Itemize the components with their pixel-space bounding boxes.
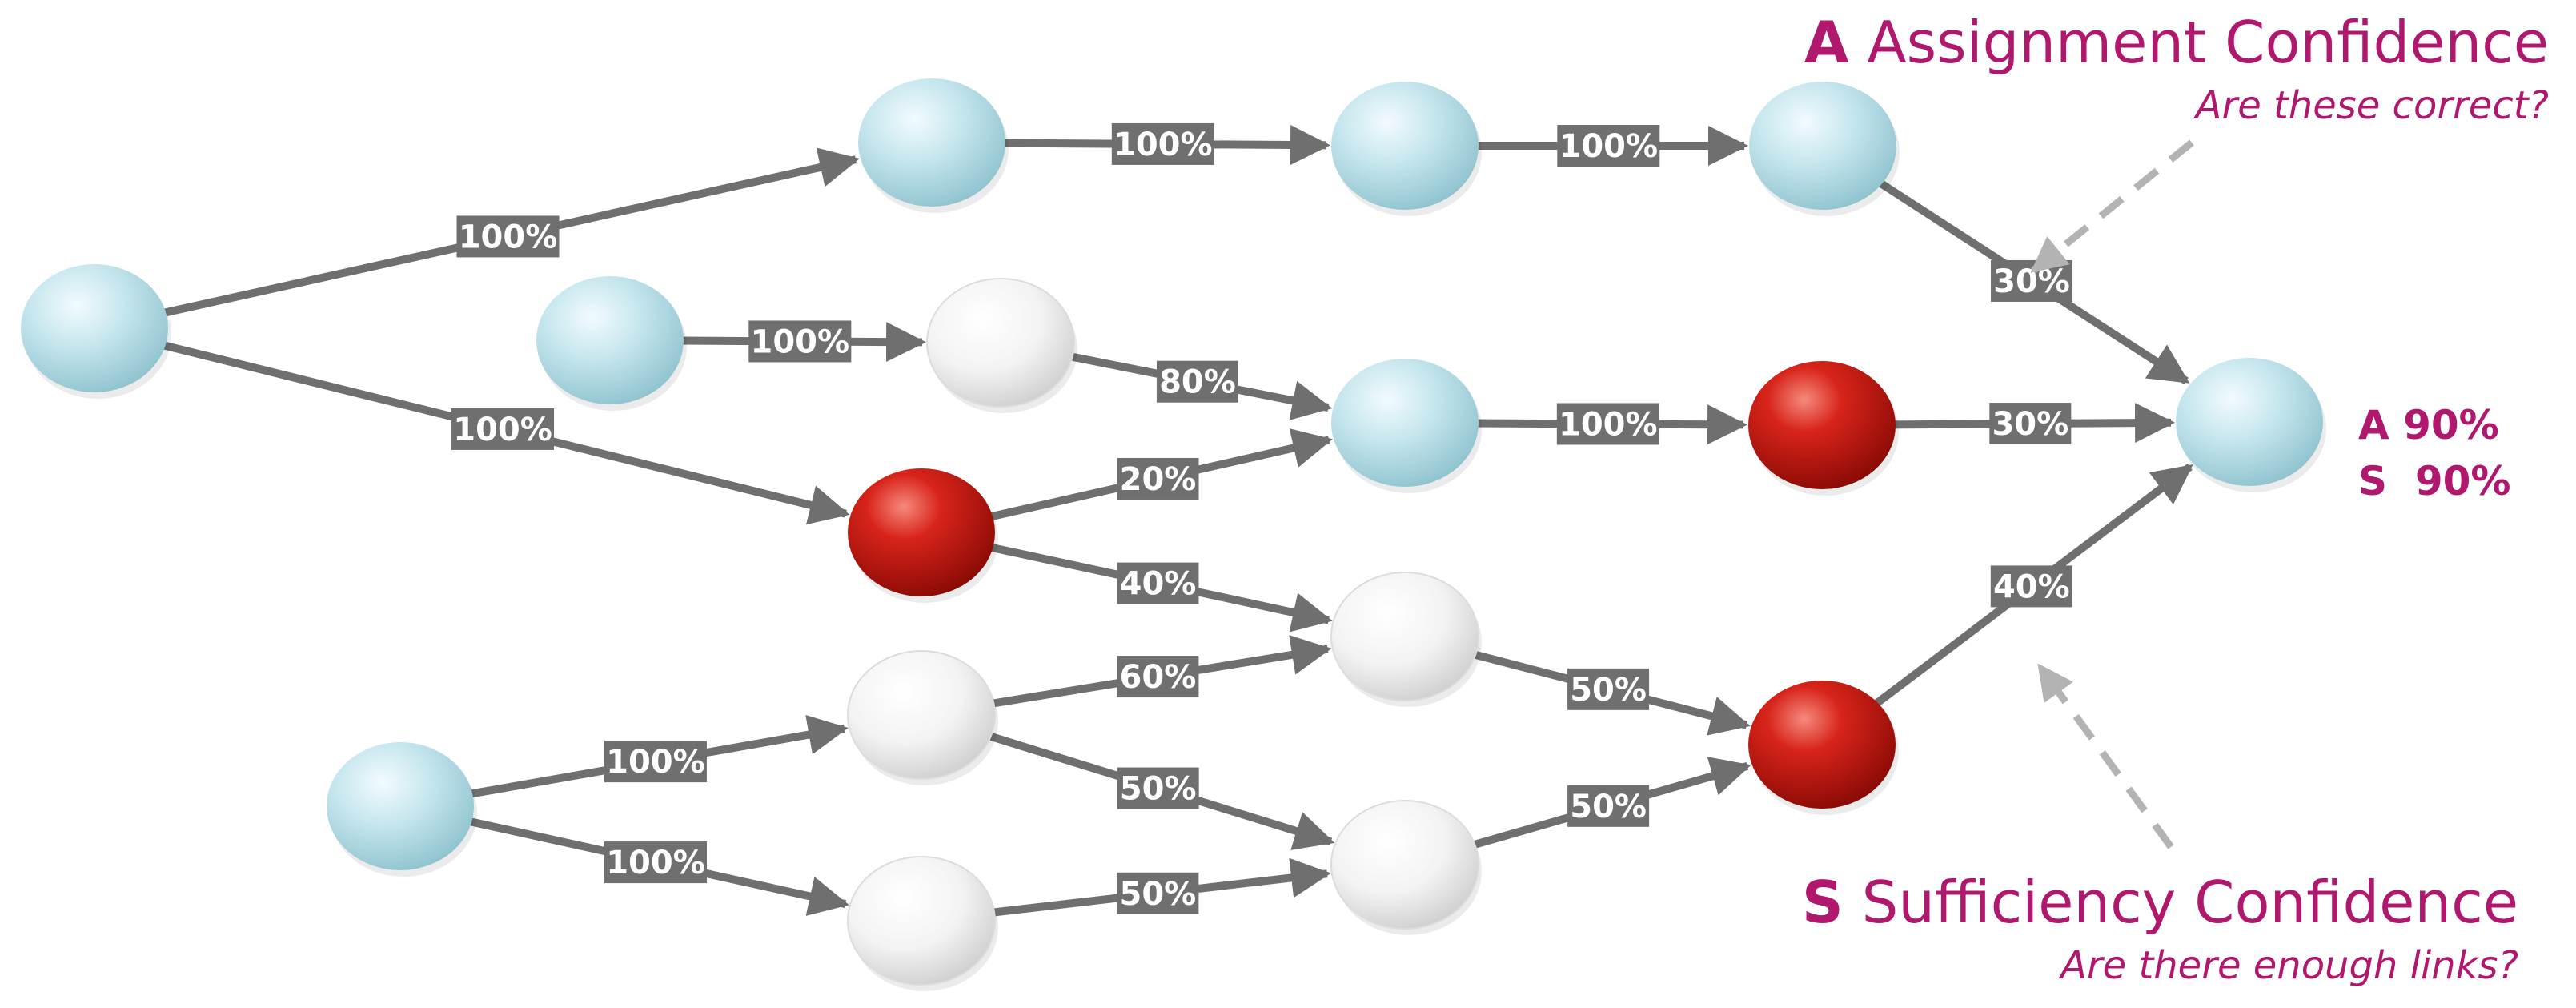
node-white-n16: [847, 856, 996, 986]
edge-label-box: [604, 741, 707, 783]
edge-label-box: [1567, 785, 1650, 827]
edge-label-box: [604, 841, 708, 884]
node-red-n14: [1748, 681, 1896, 809]
edge-label: 50%: [1117, 767, 1199, 809]
edge-label-text: 50%: [1119, 876, 1196, 913]
edge-label-box: [1117, 457, 1199, 500]
edge-label: 100%: [748, 320, 852, 363]
node-white-n6: [926, 278, 1075, 408]
edge-label-box: [1556, 403, 1659, 445]
edge-label-box: [1117, 562, 1199, 604]
assignment-callout-arrow: [2030, 139, 2194, 274]
assignment-title: Assignment Confidence: [1867, 9, 2549, 76]
edge-label-box: [1156, 360, 1238, 403]
node-blue-n7: [1331, 359, 1479, 487]
edge-label-box: [1989, 403, 2072, 445]
edge-label-text: 100%: [1559, 128, 1659, 165]
edge-label-box: [1117, 656, 1199, 698]
edge-label-box: [1990, 565, 2072, 608]
edge-label-text: 50%: [1570, 672, 1647, 709]
edge-label: 100%: [604, 741, 707, 783]
edge-label: 100%: [1111, 122, 1214, 165]
edge-label: 40%: [1990, 565, 2072, 608]
edge-label-text: 40%: [1120, 566, 1197, 603]
node-white-n13: [847, 650, 996, 780]
edge-label-text: 100%: [459, 219, 558, 255]
edge-label-box: [748, 320, 852, 363]
edge-label: 30%: [1991, 259, 2073, 302]
edge-label-text: 30%: [1993, 263, 2070, 300]
edge-label-text: 100%: [1113, 127, 1213, 163]
edge-label: 100%: [456, 215, 560, 258]
node-blue-n3: [1331, 82, 1479, 210]
edge-label-text: 100%: [1559, 406, 1658, 443]
edge-label: 80%: [1156, 360, 1238, 403]
node-red-n9: [848, 468, 995, 596]
edge-label: 60%: [1117, 656, 1199, 698]
edge-label-text: 50%: [1570, 789, 1647, 825]
edge-label: 30%: [1989, 403, 2072, 445]
edge-label-text: 20%: [1120, 461, 1197, 498]
metric-sufficiency: S 90%: [2358, 458, 2511, 504]
edge-label-text: 100%: [606, 845, 705, 881]
edge-label-text: 30%: [1992, 406, 2068, 443]
node-blue-n2: [858, 78, 1005, 207]
edge-label: 20%: [1117, 457, 1199, 500]
edge-label-box: [456, 215, 560, 258]
sufficiency-letter: S: [1802, 869, 1844, 936]
sufficiency-callout-subtitle: Are there enough links?: [2058, 943, 2518, 988]
edge-label: 100%: [1556, 403, 1659, 445]
edge-label-text: 40%: [1993, 568, 2070, 605]
edge-label: 100%: [604, 841, 708, 884]
edge-label-box: [1567, 668, 1650, 710]
edge-label-text: 80%: [1159, 364, 1236, 401]
edge-label-box: [1117, 767, 1199, 809]
assignment-callout-subtitle: Are these correct?: [2193, 83, 2549, 128]
node-blue-n10: [2176, 358, 2323, 486]
edge-label-box: [1557, 125, 1660, 167]
node-blue-n1: [21, 264, 168, 392]
edge-label-box: [451, 408, 555, 450]
edge-label: 100%: [451, 408, 555, 450]
sufficiency-title: Sufficiency Confidence: [1862, 869, 2518, 936]
node-red-n8: [1748, 361, 1896, 489]
assignment-callout-title: A Assignment Confidence: [1804, 9, 2549, 76]
edge-label-text: 100%: [606, 744, 705, 781]
edge-label-box: [1117, 872, 1199, 914]
edge-label-text: 100%: [453, 412, 552, 448]
edge-label: 50%: [1567, 785, 1650, 827]
edge-label-text: 50%: [1120, 771, 1197, 808]
edge-label: 40%: [1117, 562, 1199, 604]
edge-label: 50%: [1567, 668, 1650, 710]
node-blue-n5: [536, 276, 684, 404]
assignment-letter: A: [1804, 9, 1849, 76]
edge-labels-layer: 100% 100% 100% 30% 100% 100% 80% 20% 100% 30% 40% 6…: [451, 122, 2073, 914]
sufficiency-callout-arrow: [2036, 663, 2174, 849]
edge-label-text: 100%: [751, 323, 850, 360]
node-white-n11: [1330, 572, 1479, 701]
metric-assignment: A 90%: [2358, 402, 2499, 448]
edge-label-box: [1111, 122, 1214, 165]
node-blue-n12: [327, 742, 474, 870]
node-white-n15: [1330, 800, 1479, 930]
node-blue-n4: [1749, 82, 1896, 210]
edge-label: 100%: [1557, 125, 1660, 167]
nodes-layer: [21, 78, 2326, 991]
edge-label: 50%: [1117, 872, 1199, 914]
edge-label-text: 60%: [1120, 659, 1197, 696]
sufficiency-callout-title: S Sufficiency Confidence: [1802, 869, 2518, 936]
